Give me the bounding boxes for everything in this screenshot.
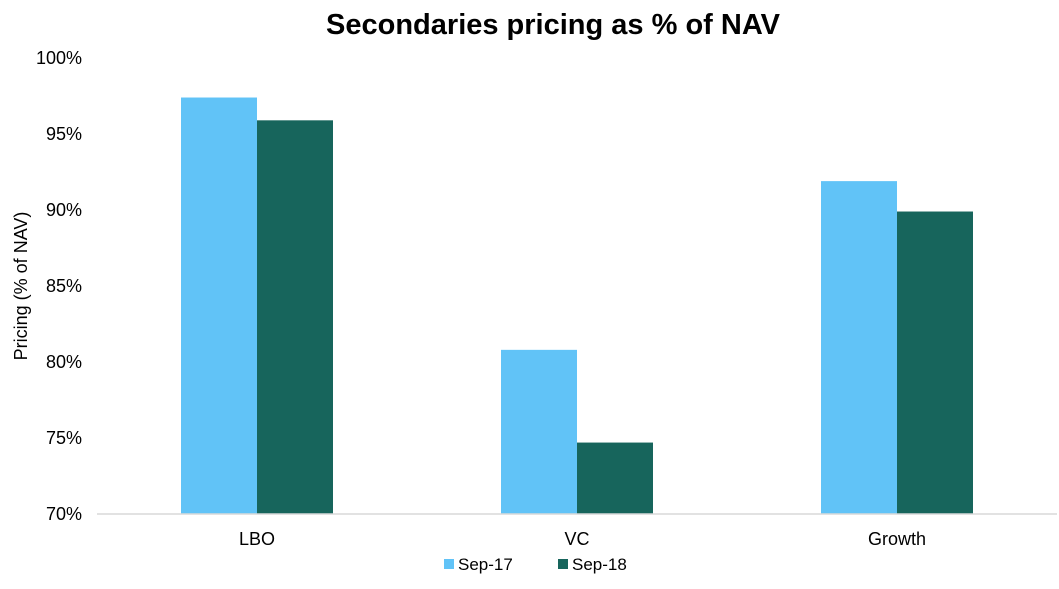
y-tick-label: 95% (46, 124, 82, 144)
bar-sep-17-growth (821, 181, 897, 514)
y-tick-label: 80% (46, 352, 82, 372)
x-tick-label: LBO (239, 529, 275, 549)
bar-sep-18-vc (577, 442, 653, 514)
bar-sep-18-lbo (257, 120, 333, 514)
y-tick-label: 100% (36, 48, 82, 68)
bars-group (181, 97, 973, 515)
legend-label: Sep-17 (458, 555, 513, 574)
y-axis-ticks: 70% 75% 80% 85% 90% 95% 100% (36, 48, 82, 524)
bar-sep-17-lbo (181, 97, 257, 515)
x-tick-label: Growth (868, 529, 926, 549)
y-tick-label: 75% (46, 428, 82, 448)
x-tick-label: VC (564, 529, 589, 549)
legend-swatch-sep-18 (558, 559, 568, 569)
legend-swatch-sep-17 (444, 559, 454, 569)
y-tick-label: 70% (46, 504, 82, 524)
chart-title: Secondaries pricing as % of NAV (326, 9, 781, 41)
y-tick-label: 85% (46, 276, 82, 296)
x-axis-ticks: LBO VC Growth (239, 529, 926, 549)
bar-sep-17-vc (501, 349, 577, 514)
legend: Sep-17 Sep-18 (444, 555, 627, 574)
bar-sep-18-growth (897, 211, 973, 514)
legend-label: Sep-18 (572, 555, 627, 574)
y-tick-label: 90% (46, 200, 82, 220)
y-axis-label: Pricing (% of NAV) (11, 212, 31, 361)
